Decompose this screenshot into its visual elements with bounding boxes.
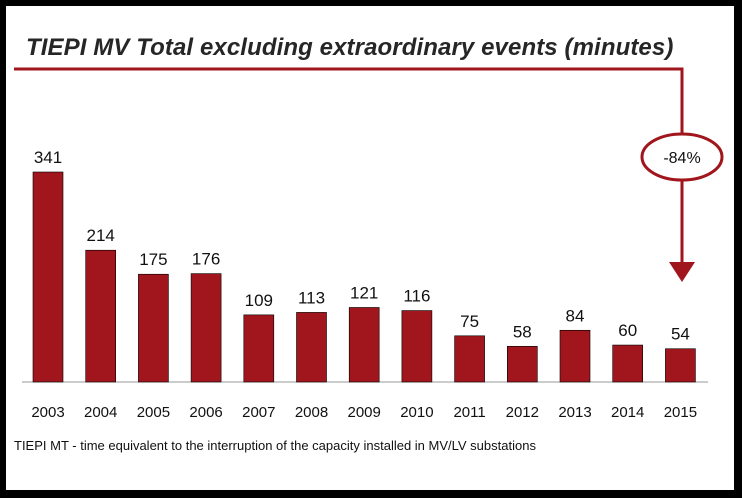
data-label-2007: 109	[245, 291, 273, 310]
bar-2015	[665, 348, 696, 383]
data-label-2003: 341	[34, 148, 62, 167]
x-tick-label-2004: 2004	[84, 404, 117, 421]
data-label-2013: 84	[566, 306, 585, 325]
x-tick-label-2003: 2003	[31, 404, 64, 421]
bar-2014	[612, 344, 644, 383]
data-label-2006: 176	[192, 250, 220, 269]
bar-2013	[559, 329, 591, 383]
annotation-arrowhead	[669, 262, 695, 282]
data-label-2008: 113	[298, 288, 325, 307]
x-tick-label-2005: 2005	[137, 404, 170, 421]
x-tick-label-2011: 2011	[453, 404, 485, 421]
trend-annotation: -84%	[14, 67, 724, 282]
x-tick-label-2015: 2015	[664, 404, 697, 421]
x-tick-label-2013: 2013	[558, 404, 591, 421]
data-label-2012: 58	[513, 322, 532, 341]
bar-2008	[296, 312, 327, 383]
bar-2009	[348, 307, 380, 383]
data-label-2011: 75	[460, 312, 479, 331]
bar-2003	[32, 171, 64, 383]
annotation-connector-line	[14, 67, 684, 136]
x-tick-label-2010: 2010	[400, 404, 433, 421]
data-label-2009: 121	[350, 283, 378, 302]
x-tick-label-2008: 2008	[295, 404, 328, 421]
x-tick-label-2006: 2006	[189, 404, 222, 421]
chart-title: TIEPI MV Total excluding extraordinary e…	[26, 34, 674, 61]
data-label-2005: 175	[139, 250, 167, 269]
bar-2012	[506, 345, 538, 383]
x-tick-label-2009: 2009	[348, 404, 381, 421]
data-label-2014: 60	[618, 321, 637, 340]
data-label-2015: 54	[671, 325, 690, 344]
bar-2006	[190, 273, 222, 383]
annotation-badge-label: -84%	[663, 150, 700, 167]
bar-2005	[138, 273, 169, 383]
bar-2004	[85, 249, 116, 383]
x-tick-label-2007: 2007	[242, 404, 275, 421]
bar-2011	[454, 335, 485, 383]
bar-2010	[401, 310, 433, 383]
x-tick-label-2014: 2014	[611, 404, 644, 421]
data-label-2010: 116	[403, 287, 430, 306]
chart-frame	[6, 6, 734, 490]
footnote: TIEPI MT - time equivalent to the interr…	[14, 438, 536, 453]
data-label-2004: 214	[87, 226, 115, 245]
bar-series: 341 2003 214 2004 175 2005 176 2006 109 2007 113 20…	[31, 148, 697, 421]
x-tick-label-2012: 2012	[506, 404, 539, 421]
bar-2007	[243, 314, 275, 383]
